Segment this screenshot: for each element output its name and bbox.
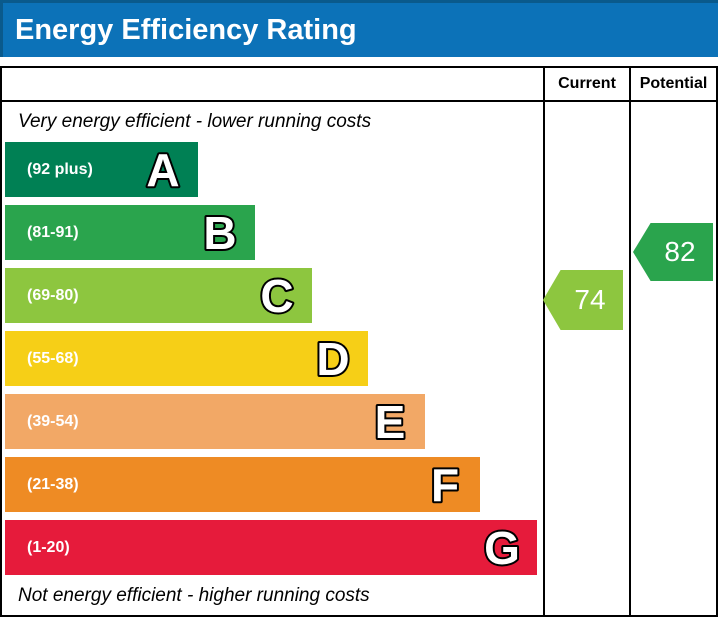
rating-band: (81-91) B (5, 205, 255, 260)
band-range-label: (39-54) (27, 412, 79, 430)
top-note: Very energy efficient - lower running co… (18, 111, 372, 132)
svg-text:B: B (203, 208, 236, 258)
band-range-label: (21-38) (27, 475, 79, 493)
table-corner-cell (2, 68, 543, 102)
svg-text:C: C (260, 271, 293, 321)
page-title: Energy Efficiency Rating (15, 13, 357, 46)
potential-column-header: Potential (629, 68, 716, 102)
rating-band: (21-38) F (5, 457, 480, 512)
rating-band: (1-20) G (5, 520, 537, 575)
svg-text:A: A (146, 145, 179, 195)
svg-text:G: G (484, 523, 520, 573)
band-letter-A: A (138, 145, 198, 195)
band-range-label: (92 plus) (27, 160, 93, 178)
svg-text:D: D (316, 334, 349, 384)
rating-band: (55-68) D (5, 331, 368, 386)
energy-rating-table: Current Potential Very energy efficient … (0, 66, 718, 617)
current-rating-value: 74 (574, 284, 606, 315)
current-column-header: Current (543, 68, 629, 102)
current-rating-arrow: 74 (543, 270, 623, 330)
rating-band: (92 plus) A (5, 142, 198, 197)
band-letter-F: F (420, 460, 480, 510)
rating-band: (69-80) C (5, 268, 312, 323)
potential-rating-value: 82 (664, 236, 696, 267)
title-bar: Energy Efficiency Rating (0, 0, 718, 57)
band-range-label: (55-68) (27, 349, 79, 367)
svg-text:F: F (431, 460, 459, 510)
svg-text:E: E (375, 397, 406, 447)
current-column (543, 102, 629, 615)
potential-column (629, 102, 716, 615)
band-letter-B: B (195, 208, 255, 258)
band-letter-C: C (252, 271, 312, 321)
band-range-label: (1-20) (27, 538, 70, 556)
band-letter-G: G (477, 523, 537, 573)
bottom-note: Not energy efficient - higher running co… (18, 585, 370, 606)
rating-chart-area: Very energy efficient - lower running co… (2, 102, 543, 615)
rating-band: (39-54) E (5, 394, 425, 449)
potential-rating-arrow: 82 (633, 223, 713, 281)
band-letter-E: E (365, 397, 425, 447)
rating-bands: (92 plus) A (81-91) B (69-80) C (55-68) … (2, 142, 543, 575)
band-letter-D: D (308, 334, 368, 384)
band-range-label: (69-80) (27, 286, 79, 304)
band-range-label: (81-91) (27, 223, 79, 241)
